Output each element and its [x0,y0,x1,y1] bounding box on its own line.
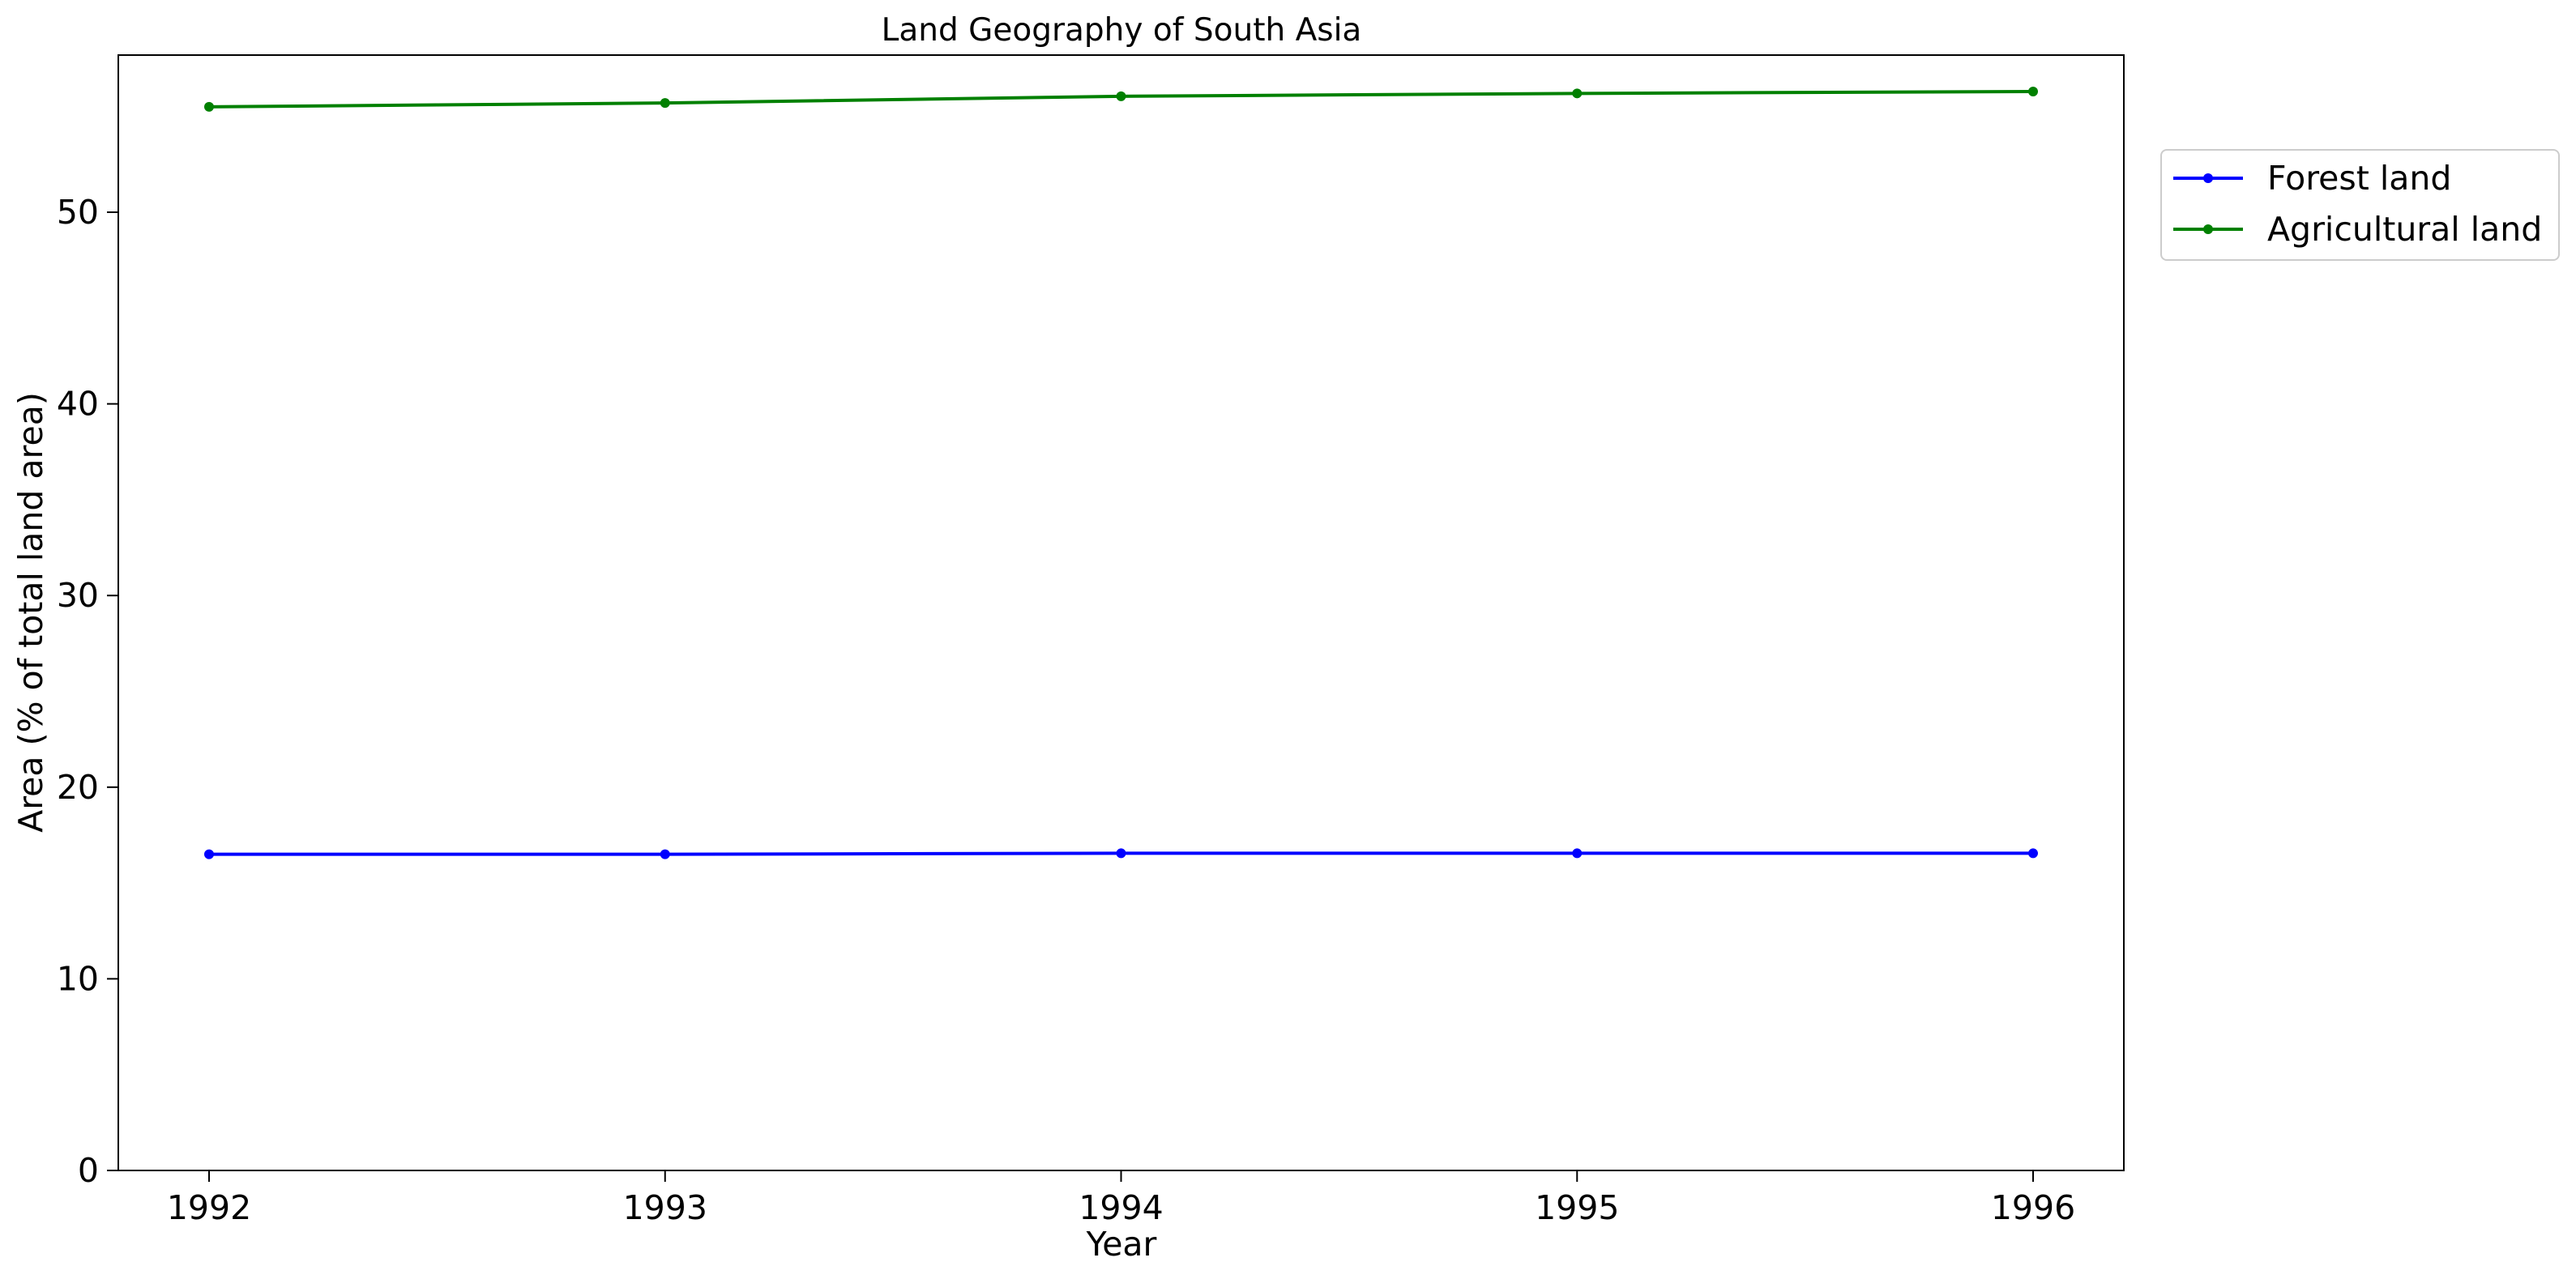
plot-area-frame [117,54,2125,1171]
data-point-agricultural-land [660,98,670,109]
y-tick-label: 10 [57,959,99,998]
data-point-agricultural-land [2028,86,2038,96]
x-tick-label: 1996 [1991,1188,2075,1227]
data-point-forest-land [204,849,214,859]
data-point-forest-land [1116,848,1126,859]
data-point-agricultural-land [1116,91,1126,101]
legend: Forest land Agricultural land [2160,149,2560,261]
y-axis-label: Area (% of total land area) [11,392,50,833]
chart-title: Land Geography of South Asia [882,12,1362,49]
x-tick-label: 1992 [167,1188,251,1227]
y-tick-label: 30 [57,576,99,615]
data-point-agricultural-land [1572,88,1583,99]
y-tick-label: 40 [57,385,99,424]
legend-label-forest-land: Forest land [2267,159,2451,198]
x-axis-label: Year [1086,1225,1157,1264]
y-tick-label: 50 [57,193,99,232]
y-tick-label: 0 [78,1151,99,1190]
series-layer [204,86,2038,859]
legend-box [2160,149,2560,261]
legend-marker-agricultural-land [2203,224,2213,234]
data-point-forest-land [1572,848,1583,859]
data-point-forest-land [660,849,670,859]
x-tick-label: 1993 [623,1188,707,1227]
x-tick-label: 1995 [1535,1188,1619,1227]
y-tick-label: 20 [57,768,99,807]
legend-marker-forest-land [2203,173,2213,183]
y-axis: 0 10 20 30 40 50 [57,193,118,1190]
legend-label-agricultural-land: Agricultural land [2267,210,2542,249]
x-axis: 1992 1993 1994 1995 1996 [167,1170,2075,1227]
data-point-agricultural-land [204,101,214,112]
data-point-forest-land [2028,848,2038,859]
x-tick-label: 1994 [1079,1188,1163,1227]
